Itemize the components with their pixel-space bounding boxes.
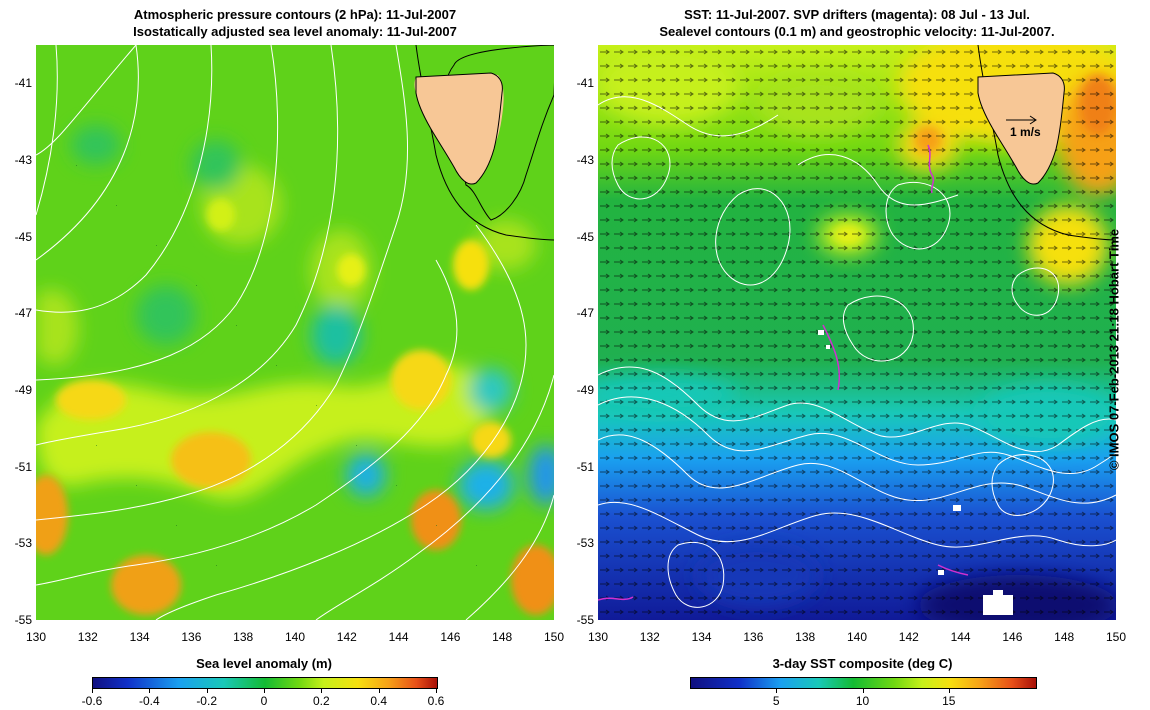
- sla-grid-dots: [76, 165, 477, 566]
- colorbar-tick-mark: [321, 688, 323, 693]
- lon-tick-label: 132: [77, 630, 98, 644]
- colorbar-tick-mark: [378, 688, 380, 693]
- right-title-line-2: Sealevel contours (0.1 m) and geostrophi…: [659, 24, 1055, 39]
- sea-level-anomaly-map: [36, 45, 554, 620]
- colorbar-tick-label: -0.4: [138, 694, 160, 708]
- colorbar-tick-label: 0: [260, 694, 268, 708]
- svp-drifter-tracks: [598, 144, 969, 601]
- lat-tick-label: -43: [14, 153, 32, 167]
- lat-tick-label: -41: [14, 76, 32, 91]
- colorbar-tick-label: 0.2: [312, 694, 330, 708]
- lat-tick-label: -47: [576, 306, 594, 321]
- lon-tick-label: 142: [898, 630, 919, 644]
- lon-tick-label: 136: [181, 630, 202, 644]
- left-colorbar-title: Sea level anomaly (m): [196, 656, 332, 671]
- sla-colorbar: [92, 677, 438, 689]
- lon-tick-label: 140: [846, 630, 868, 644]
- lat-tick-label: -53: [576, 536, 594, 551]
- colorbar-tick-label: -0.2: [196, 694, 217, 708]
- sla-field: [36, 125, 554, 510]
- lon-tick-label: 146: [1002, 630, 1023, 644]
- lon-tick-label: 136: [743, 630, 764, 644]
- colorbar-tick-mark: [862, 688, 864, 693]
- lat-tick-label: -55: [576, 613, 594, 627]
- lon-tick-label: 140: [284, 630, 306, 644]
- missing-data-patches: [818, 330, 1013, 615]
- lat-tick-label: -51: [576, 459, 594, 474]
- sla-highs: [36, 199, 554, 615]
- right-colorbar-title: 3-day SST composite (deg C): [772, 656, 953, 671]
- lon-tick-label: 134: [691, 630, 712, 644]
- sst-map-graphic: [598, 45, 1116, 620]
- colorbar-tick-mark: [92, 688, 93, 693]
- left-title-line-1: Atmospheric pressure contours (2 hPa): 1…: [133, 7, 457, 22]
- lon-tick-label: 150: [543, 630, 565, 644]
- colorbar-tick-mark: [264, 688, 265, 693]
- lon-tick-label: 146: [440, 630, 461, 644]
- tasmania-land-sst: [977, 45, 1116, 241]
- colorbar-tick-label: -0.6: [81, 694, 103, 708]
- lon-tick-label: 150: [1105, 630, 1127, 644]
- lon-tick-label: 132: [639, 630, 660, 644]
- lon-tick-label: 148: [1054, 630, 1075, 644]
- lon-tick-label: 130: [587, 630, 609, 644]
- lon-tick-label: 144: [950, 630, 971, 644]
- lat-tick-label: -51: [14, 459, 32, 474]
- colorbar-tick-mark: [206, 688, 208, 693]
- right-map-title: SST: 11-Jul-2007. SVP drifters (magenta)…: [598, 6, 1116, 40]
- lat-tick-label: -47: [14, 306, 32, 321]
- lat-tick-label: -41: [576, 76, 594, 91]
- lat-tick-label: -49: [576, 383, 594, 397]
- tasmania-land-main: [415, 72, 503, 185]
- lat-tick-label: -45: [14, 229, 32, 244]
- lon-tick-label: 138: [233, 630, 254, 644]
- colorbar-tick-label: 10: [855, 694, 870, 708]
- sst-map: 1 m/s: [598, 45, 1116, 620]
- colorbar-tick-label: 5: [772, 694, 780, 708]
- credit-text: © IMOS 07-Feb-2013 21:18 Hobart Time: [1106, 228, 1122, 471]
- lat-tick-label: -53: [14, 536, 32, 551]
- sealevel-contours: [598, 96, 1116, 608]
- colorbar-tick-mark: [149, 688, 151, 693]
- lat-tick-label: -43: [576, 153, 594, 167]
- colorbar-tick-label: 0.4: [370, 694, 387, 708]
- sst-colorbar: [690, 677, 1037, 689]
- left-title-line-2: Isostatically adjusted sea level anomaly…: [133, 24, 457, 39]
- lon-tick-label: 134: [129, 630, 150, 644]
- lat-tick-label: -45: [576, 229, 594, 244]
- lon-tick-label: 142: [336, 630, 357, 644]
- lat-tick-label: -55: [14, 613, 32, 627]
- colorbar-tick-mark: [436, 688, 437, 693]
- velocity-scale-label: 1 m/s: [1010, 125, 1041, 139]
- lon-tick-label: 148: [492, 630, 513, 644]
- sla-map-graphic: [36, 45, 554, 620]
- right-title-line-1: SST: 11-Jul-2007. SVP drifters (magenta)…: [684, 7, 1030, 22]
- left-map-title: Atmospheric pressure contours (2 hPa): 1…: [36, 6, 554, 40]
- colorbar-tick-mark: [948, 688, 950, 693]
- colorbar-tick-label: 15: [942, 694, 956, 708]
- lon-tick-label: 144: [388, 630, 409, 644]
- colorbar-tick-label: 0.6: [427, 694, 445, 708]
- colorbar-tick-mark: [776, 688, 778, 693]
- lat-tick-label: -49: [14, 383, 32, 397]
- pressure-contours: [36, 45, 554, 620]
- lon-tick-label: 138: [795, 630, 816, 644]
- lon-tick-label: 130: [25, 630, 47, 644]
